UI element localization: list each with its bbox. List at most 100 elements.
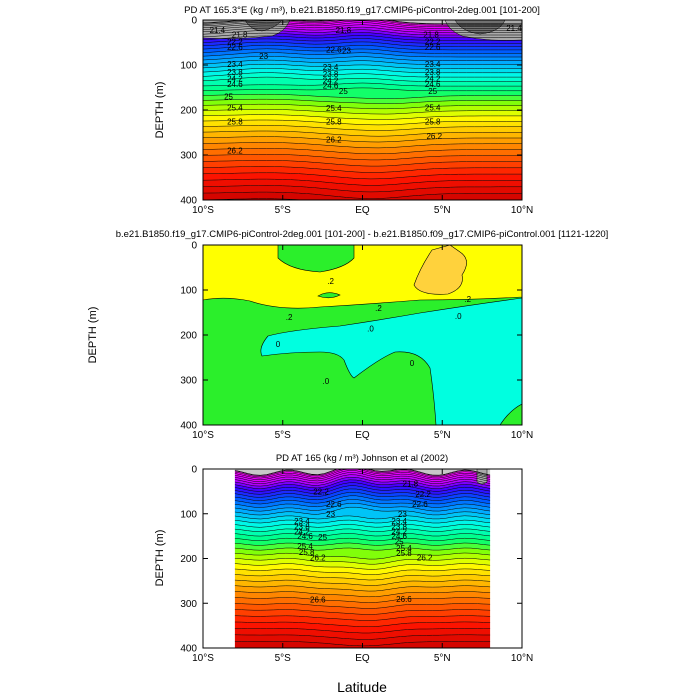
panel-2: b.e21.B1850.f19_g17.CMIP6-piControl-2deg…	[87, 229, 608, 441]
density-band	[203, 99, 522, 109]
contour-label: 24.2	[323, 76, 339, 85]
contour-line	[203, 172, 522, 180]
density-band	[203, 142, 522, 154]
y-tick-label: 300	[180, 376, 197, 387]
x-tick-label: 10°S	[192, 653, 214, 664]
contour-line	[203, 55, 522, 61]
density-band	[234, 580, 491, 592]
contour-label: 23.4	[425, 60, 441, 69]
contour-label: 24.2	[227, 75, 243, 84]
y-tick-label: 0	[191, 16, 197, 27]
contour-label: 26.6	[396, 595, 412, 604]
contour-line	[234, 574, 491, 581]
density-band	[234, 628, 491, 640]
panel-2-plot-area	[203, 245, 522, 425]
y-tick-label: 400	[180, 644, 197, 655]
contour-label: 24.6	[425, 80, 441, 89]
density-band	[234, 603, 491, 615]
contour-line	[234, 485, 491, 495]
contour-label: 26.6	[310, 596, 326, 605]
contour-label: 25.8	[299, 548, 315, 557]
density-band	[203, 94, 522, 104]
contour-line	[234, 495, 491, 505]
density-band	[234, 524, 491, 532]
contour-label: 26.2	[326, 136, 342, 145]
contour-label: 23	[398, 510, 407, 519]
y-tick-label: 300	[180, 599, 197, 610]
density-band	[203, 148, 522, 160]
contour-label: 22.2	[313, 487, 329, 496]
density-band	[234, 548, 491, 560]
contour-label: 23.8	[323, 70, 339, 79]
contour-line	[203, 48, 522, 54]
contour-label: 26.2	[227, 147, 243, 156]
contour-line	[234, 476, 491, 487]
y-tick-label: 200	[180, 331, 197, 342]
contour-label: 25.8	[425, 118, 441, 127]
contour-label: 23	[342, 47, 351, 56]
contour-label: 23.4	[323, 63, 339, 72]
contour-label: 22.6	[227, 43, 243, 52]
density-band	[203, 131, 522, 142]
contour-line	[234, 528, 491, 532]
contour-label: 22.2	[415, 490, 431, 499]
panel-2-region-positive	[203, 245, 522, 309]
y-tick-label: 300	[180, 151, 197, 162]
contour-line	[234, 515, 491, 520]
x-tick-label: EQ	[355, 430, 370, 441]
contour-label: 25	[428, 87, 437, 96]
contour-line	[203, 109, 522, 115]
panel-1-y-ticks: 0 100 200 300 400	[180, 16, 522, 207]
panel-2-region-highest	[413, 245, 467, 295]
contour-line	[203, 41, 522, 47]
density-band	[234, 499, 491, 512]
contour-line	[234, 474, 491, 485]
contour-label: 22.2	[425, 38, 441, 47]
density-band	[203, 166, 522, 179]
density-band	[203, 109, 522, 120]
density-band	[234, 482, 491, 495]
figure-xlabel: Latitude	[337, 679, 387, 695]
density-band	[203, 32, 522, 41]
density-band	[203, 45, 522, 54]
contour-line	[203, 35, 522, 41]
contour-label: 25.4	[425, 103, 441, 112]
x-tick-label: 10°N	[511, 205, 533, 216]
contour-label: 0	[276, 340, 281, 349]
x-tick-label: 5°S	[275, 430, 292, 441]
panel-1: PD AT 165.3°E (kg / m³), b.e21.B1850.f19…	[154, 5, 540, 216]
panel-3-plot-area	[234, 469, 491, 648]
contour-label: 25.8	[326, 118, 342, 127]
contour-line	[234, 469, 491, 476]
contour-line	[203, 20, 522, 24]
y-tick-label: 200	[180, 106, 197, 117]
contour-label: 22.6	[326, 45, 342, 54]
density-band	[234, 528, 491, 537]
contour-label: 25.4	[297, 542, 313, 551]
x-tick-label: 5°S	[275, 205, 292, 216]
contour-label: 22.2	[227, 38, 243, 47]
contour-line	[234, 621, 491, 627]
contour-label: 23.8	[391, 522, 407, 531]
contour-label: 24.2	[294, 528, 310, 537]
contour-label: 25	[395, 537, 404, 546]
contour-line	[234, 488, 491, 498]
y-tick-label: 100	[180, 61, 197, 72]
density-band	[203, 120, 522, 131]
density-band	[203, 48, 522, 57]
x-tick-label: 5°N	[434, 653, 451, 664]
contour-line	[203, 76, 522, 82]
contour-line	[203, 45, 522, 51]
density-band	[203, 29, 522, 38]
density-band	[234, 507, 491, 519]
panel-1-title: PD AT 165.3°E (kg / m³), b.e21.B1850.f19…	[184, 5, 540, 16]
contour-line	[234, 615, 491, 621]
contour-label: 0	[410, 359, 415, 368]
density-band	[203, 125, 522, 137]
contour-line	[203, 94, 522, 99]
contour-label: 23.8	[294, 522, 310, 531]
panel-2-y-ticks: 0 100 200 300 400	[180, 241, 522, 432]
contour-label: 21.8	[403, 479, 419, 488]
panel-3-title: PD AT 165 (kg / m³) Johnson et al (2002)	[276, 453, 448, 464]
contour-line	[234, 519, 491, 524]
